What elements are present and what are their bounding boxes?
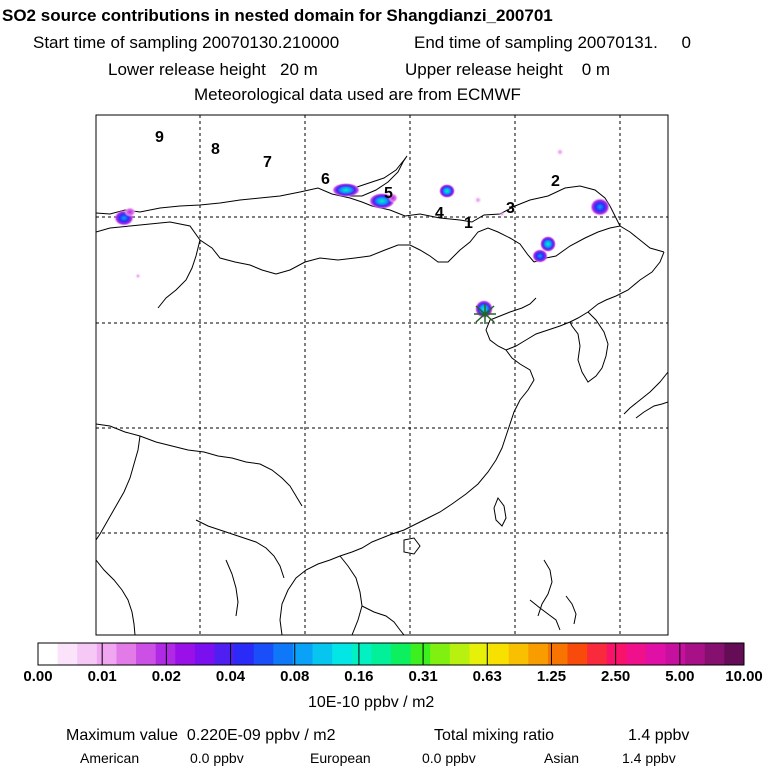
- colorbar-cell: [645, 643, 667, 665]
- colorbar-tick-label: 0.16: [344, 668, 374, 685]
- colorbar-cell: [234, 643, 255, 665]
- american-label: American: [80, 750, 140, 766]
- colorbar-cell: [508, 643, 529, 665]
- colorbar-cell: [351, 643, 372, 665]
- colorbar-tick-label: 0.02: [151, 668, 181, 685]
- colorbar-cell: [606, 643, 627, 665]
- lower-release-text: Lower release height 20 m: [108, 60, 318, 79]
- colorbar-tick-label: 0.01: [87, 668, 117, 685]
- colorbar-tick-label: 5.00: [665, 668, 695, 685]
- map-content: 9 8 7 6 5 4 1 3 2: [96, 115, 668, 635]
- colorbar-cell: [410, 643, 431, 665]
- region-label: 5: [384, 185, 393, 202]
- colorbar-cell: [469, 643, 490, 665]
- colorbar-cell: [547, 643, 568, 665]
- colorbar-cell: [175, 643, 196, 665]
- colorbar-tick-label: 1.25: [536, 668, 567, 685]
- colorbar-cell: [489, 643, 510, 665]
- colorbar-tick-label: 0.63: [472, 668, 502, 685]
- american-value: 0.0 ppbv: [190, 750, 244, 766]
- colorbar-cell: [391, 643, 412, 665]
- colorbar-tick-label: 0.00: [23, 668, 53, 685]
- colorbar-cell: [430, 643, 451, 665]
- colorbar-cell: [253, 643, 274, 665]
- colorbar-units: 10E-10 ppbv / m2: [308, 694, 435, 711]
- asian-value: 1.4 ppbv: [622, 750, 676, 766]
- colorbar-cell: [587, 643, 608, 665]
- total-mixing-label: Total mixing ratio: [434, 727, 555, 744]
- colorbar-cell: [332, 643, 353, 665]
- european-value: 0.0 ppbv: [422, 750, 476, 766]
- colorbar-cells: [38, 643, 745, 665]
- region-label: 3: [506, 200, 515, 217]
- colorbar-cell: [665, 643, 686, 665]
- colorbar-tick-label: 0.31: [408, 668, 438, 685]
- region-label: 1: [464, 215, 473, 232]
- region-label: 6: [321, 171, 330, 188]
- colorbar-cell: [77, 643, 98, 665]
- colorbar-cell: [449, 643, 470, 665]
- colorbar-cell: [704, 643, 725, 665]
- met-data-text: Meteorological data used are from ECMWF: [194, 85, 521, 104]
- colorbar-cell: [214, 643, 235, 665]
- concentration-field: [114, 148, 610, 318]
- region-label: 9: [155, 129, 164, 146]
- coastlines-borders: [96, 155, 668, 635]
- colorbar-cell: [273, 643, 294, 665]
- region-label: 4: [435, 205, 444, 222]
- upper-release-text: Upper release height 0 m: [405, 60, 611, 79]
- colorbar-cell: [136, 643, 157, 665]
- colorbar-cell: [57, 643, 78, 665]
- region-label: 7: [263, 154, 272, 171]
- station-marker-icon: [474, 304, 496, 324]
- colorbar-ticks: [37, 643, 745, 665]
- grid-lines: [96, 115, 668, 635]
- colorbar-cell: [292, 643, 314, 665]
- colorbar-cell: [312, 643, 333, 665]
- colorbar-cell: [724, 643, 745, 665]
- colorbar-cell: [96, 643, 117, 665]
- colorbar-cell: [194, 643, 215, 665]
- end-time-text: End time of sampling 20070131. 0: [414, 33, 691, 52]
- colorbar-cell: [567, 643, 588, 665]
- region-label: 8: [211, 141, 220, 158]
- colorbar-tick-label: 10.00: [725, 668, 763, 685]
- colorbar-tick-label: 0.04: [215, 668, 246, 685]
- start-time-text: Start time of sampling 20070130.210000: [33, 33, 340, 52]
- colorbar-cell: [371, 643, 392, 665]
- european-label: European: [310, 750, 371, 766]
- total-mixing-value: 1.4 ppbv: [628, 727, 690, 744]
- region-label: 2: [551, 173, 560, 190]
- region-labels: 9 8 7 6 5 4 1 3 2: [155, 129, 560, 232]
- colorbar-cell: [626, 643, 647, 665]
- asian-label: Asian: [544, 750, 580, 766]
- colorbar-cell: [116, 643, 137, 665]
- plot-title: SO2 source contributions in nested domai…: [2, 6, 553, 25]
- max-value-text: Maximum value 0.220E-09 ppbv / m2: [66, 727, 336, 744]
- colorbar-cell: [685, 643, 706, 665]
- colorbar-tick-label: 2.50: [601, 668, 631, 685]
- colorbar-cell: [528, 643, 549, 665]
- map-frame: [95, 114, 669, 636]
- colorbar-cell: [38, 643, 59, 665]
- colorbar-cell: [155, 643, 176, 665]
- colorbar-tick-label: 0.08: [280, 668, 310, 685]
